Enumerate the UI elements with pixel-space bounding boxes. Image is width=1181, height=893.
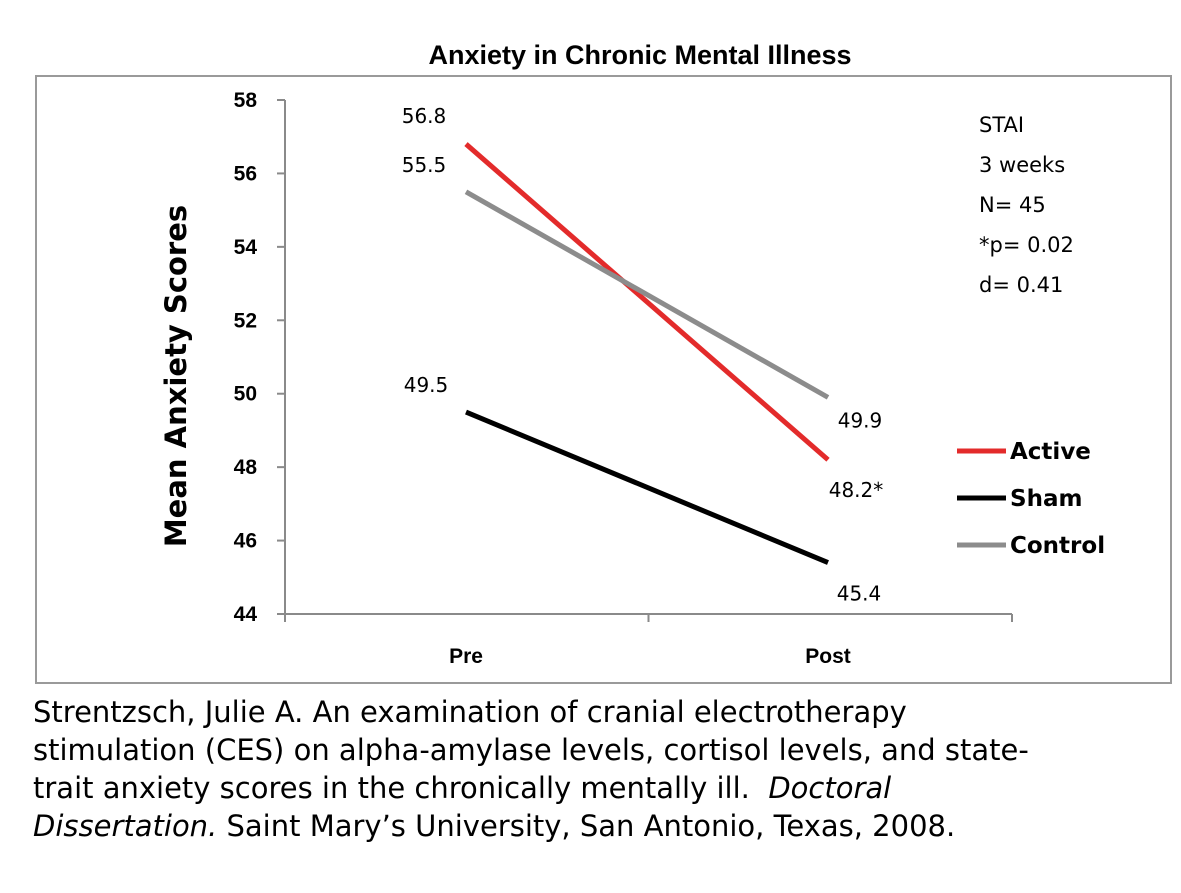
annotation-line: *p= 0.02 — [979, 233, 1074, 257]
chart: Anxiety in Chronic Mental Illness 44 46 48… — [35, 40, 1172, 684]
data-label: 55.5 — [402, 153, 447, 177]
citation-line-2: stimulation (CES) on alpha-amylase level… — [33, 733, 1029, 767]
y-axis-label: Mean Anxiety Scores — [159, 205, 193, 547]
x-tick-label: Pre — [449, 645, 483, 668]
plot-area — [464, 142, 830, 565]
y-tick-label: 52 — [234, 309, 257, 332]
citation-line-3: trait anxiety scores in the chronically … — [33, 769, 1153, 807]
citation-italic-1: Doctoral — [768, 771, 892, 805]
series-line-sham — [465, 409, 829, 565]
data-label: 49.9 — [838, 408, 883, 432]
y-tick-label: 44 — [234, 603, 258, 626]
data-label: 48.2* — [829, 478, 884, 502]
series-line-active — [464, 142, 830, 462]
axes: 44 46 48 50 52 54 56 58 Pre Post — [234, 89, 1013, 668]
annotation-line: N= 45 — [979, 193, 1046, 217]
legend-label-sham: Sham — [1010, 486, 1082, 512]
data-labels: 56.8 48.2* 49.5 45.4 55.5 49.9 — [402, 104, 884, 606]
y-tick-label: 48 — [234, 456, 258, 479]
annotation-line: d= 0.41 — [979, 273, 1063, 297]
citation-text-4: Saint Mary’s University, San Antonio, Te… — [226, 809, 956, 843]
annotation-line: STAI — [979, 113, 1024, 137]
citation: Strentzsch, Julie A. An examination of c… — [33, 693, 1153, 845]
citation-line-1: Strentzsch, Julie A. An examination of c… — [33, 695, 907, 729]
y-tick-label: 54 — [234, 236, 258, 259]
y-tick-label: 46 — [234, 530, 257, 553]
y-tick-label: 50 — [234, 383, 257, 406]
y-tick-label: 56 — [234, 162, 257, 185]
data-label: 49.5 — [404, 373, 449, 397]
citation-line-4: Dissertation. Saint Mary’s University, S… — [33, 807, 1153, 845]
citation-italic-2: Dissertation. — [33, 809, 218, 843]
chart-title: Anxiety in Chronic Mental Illness — [428, 40, 851, 70]
series-line-control — [464, 189, 830, 400]
annotation-line: 3 weeks — [979, 153, 1065, 177]
stats-annotation: STAI 3 weeks N= 45 *p= 0.02 d= 0.41 — [979, 113, 1074, 297]
data-label: 56.8 — [402, 104, 447, 128]
legend-label-active: Active — [1010, 439, 1091, 465]
x-tick-label: Post — [805, 645, 851, 668]
data-label: 45.4 — [837, 582, 882, 606]
legend-label-control: Control — [1010, 533, 1105, 559]
chart-frame — [35, 75, 1172, 684]
y-tick-label: 58 — [234, 89, 258, 112]
legend: Active Sham Control — [957, 439, 1105, 559]
citation-text-3: trait anxiety scores in the chronically … — [33, 771, 750, 805]
